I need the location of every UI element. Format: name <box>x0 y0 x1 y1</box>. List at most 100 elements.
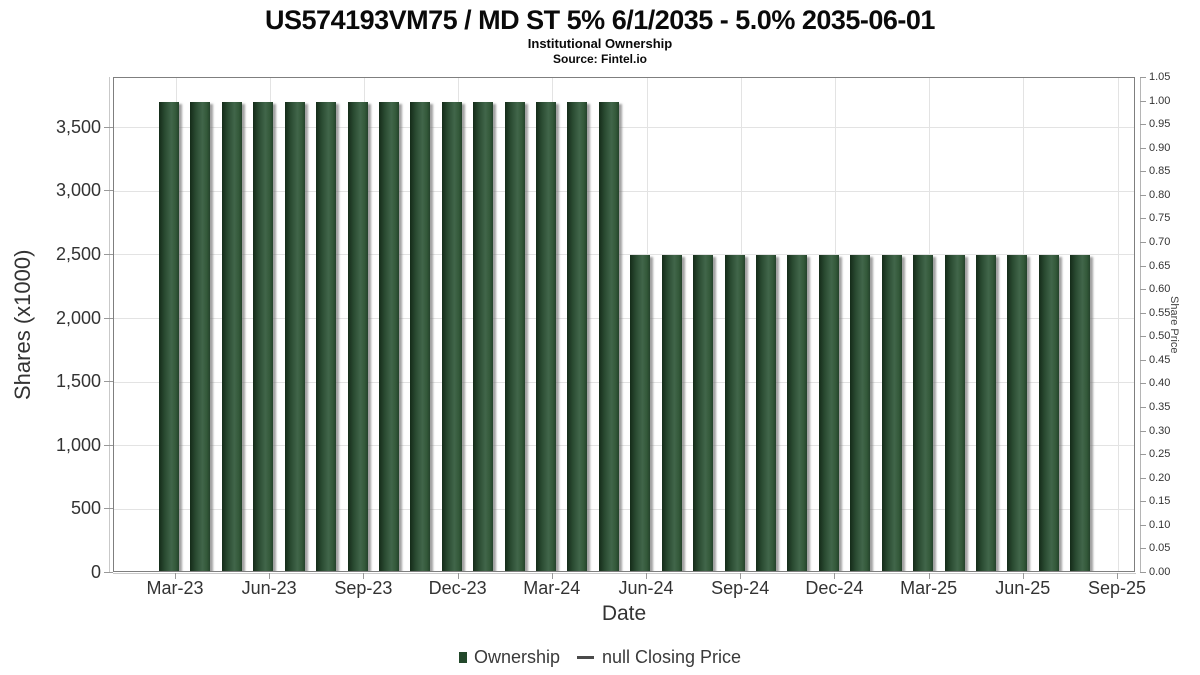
y-left-tick-label: 1,000 <box>55 434 101 455</box>
y-left-tick <box>104 572 113 573</box>
y-right-tick <box>1140 77 1146 78</box>
bar-Dec-24 <box>818 254 839 571</box>
y-right-tick-label: 0.90 <box>1149 141 1171 154</box>
bar-Oct-23 <box>378 102 399 571</box>
y-right-tick-label: 0.75 <box>1149 212 1171 225</box>
x-axis-title: Date <box>601 602 647 625</box>
y-right-tick-label: 0.85 <box>1149 165 1171 178</box>
y-right-tick <box>1140 171 1146 173</box>
bar-Jul-24 <box>661 254 682 571</box>
legend: Ownership null Closing Price <box>0 644 1200 670</box>
y-right-tick-label: 0.20 <box>1149 471 1171 484</box>
x-tick <box>646 573 647 579</box>
bar-Feb-25 <box>881 254 902 571</box>
y-right-tick-label: 0.25 <box>1149 448 1171 461</box>
y-right-tick <box>1140 430 1146 432</box>
y-right-tick-label: 1.05 <box>1149 71 1171 83</box>
x-tick <box>1022 573 1024 579</box>
bar-Jul-25 <box>1038 254 1059 571</box>
y-left-tick-label: 2,500 <box>55 243 101 264</box>
x-tick-label: Sep-24 <box>711 578 770 598</box>
h-gridline <box>114 381 1134 383</box>
h-gridline <box>114 445 1134 447</box>
y-right-tick <box>1140 572 1146 573</box>
y-right-tick <box>1140 407 1146 408</box>
y-left-tick-label: 0 <box>90 562 101 582</box>
y-right-tick-label: 0.70 <box>1149 236 1171 248</box>
y-right-tick <box>1140 124 1146 126</box>
bar-Jun-25 <box>1007 254 1028 571</box>
y-right-tick-label: 0.60 <box>1149 283 1171 296</box>
x-tick <box>1117 573 1118 579</box>
y-right-tick <box>1140 548 1146 550</box>
x-tick-label: Mar-23 <box>146 578 204 598</box>
y-right-tick-label: 0.15 <box>1149 495 1171 508</box>
chart-title: US574193VM75 / MD ST 5% 6/1/2035 - 5.0% … <box>265 5 935 35</box>
y-axis-line-left <box>109 77 110 573</box>
chart-subtitle: Institutional Ownership <box>527 36 673 51</box>
bar-May-24 <box>598 102 619 571</box>
y-right-tick-label: 0.80 <box>1149 188 1171 201</box>
bar-Aug-25 <box>1070 254 1091 571</box>
y-left-tick <box>104 508 113 510</box>
bar-Sep-23 <box>347 102 368 571</box>
y-axis-line-right <box>1140 77 1141 573</box>
y-left-tick <box>104 381 113 383</box>
legend-price-label: null Closing Price <box>601 646 742 667</box>
x-tick <box>457 573 459 579</box>
x-tick <box>175 573 176 579</box>
y-right-tick-label: 0.10 <box>1149 518 1171 531</box>
y-axis-title-right: Share Price <box>1168 295 1180 354</box>
x-tick <box>551 573 553 579</box>
x-tick-label: Jun-23 <box>241 578 297 598</box>
y-right-tick <box>1140 359 1146 361</box>
bar-Aug-24 <box>693 254 714 571</box>
x-tick <box>834 573 836 579</box>
y-left-tick-label: 500 <box>70 498 101 519</box>
y-left-tick <box>104 317 113 319</box>
y-right-tick-label: 0.50 <box>1149 330 1171 343</box>
bar-Jan-24 <box>473 102 494 571</box>
h-gridline <box>114 254 1134 256</box>
x-tick <box>363 573 365 579</box>
y-right-tick-label: 0.00 <box>1149 566 1171 578</box>
x-tick-label: Sep-23 <box>334 578 393 598</box>
legend-ownership-swatch-icon <box>458 651 467 663</box>
y-left-tick <box>104 444 113 446</box>
x-tick-label: Dec-24 <box>805 578 864 598</box>
bar-Nov-24 <box>787 254 808 571</box>
y-right-tick-label: 0.45 <box>1149 353 1171 366</box>
y-right-tick <box>1140 265 1146 267</box>
y-left-tick-label: 2,000 <box>55 307 101 328</box>
y-right-tick <box>1140 218 1146 220</box>
legend-line-marker-icon <box>576 655 594 659</box>
x-tick <box>928 573 930 579</box>
y-right-tick-label: 0.55 <box>1149 306 1171 319</box>
x-tick-label: Jun-25 <box>995 578 1051 598</box>
y-right-tick <box>1140 454 1146 456</box>
h-gridline <box>114 190 1134 192</box>
y-right-tick-label: 0.05 <box>1149 542 1171 555</box>
y-right-tick <box>1140 289 1146 291</box>
y-right-tick-label: 0.95 <box>1149 118 1171 131</box>
plot-area <box>113 77 1135 572</box>
bar-May-25 <box>975 254 996 571</box>
bar-Jun-23 <box>253 102 274 571</box>
y-right-tick <box>1140 194 1146 196</box>
x-tick-label: Mar-24 <box>523 578 581 598</box>
h-gridline <box>114 318 1134 319</box>
bar-Sep-24 <box>724 254 745 571</box>
chart-source: Source: Fintel.io <box>552 52 647 66</box>
y-right-tick <box>1140 312 1146 314</box>
bar-Jul-23 <box>284 102 305 571</box>
h-gridline <box>114 127 1134 129</box>
y-left-tick-label: 1,500 <box>55 371 101 392</box>
x-tick-label: Jun-24 <box>618 578 674 598</box>
x-tick-label: Mar-25 <box>900 578 958 598</box>
y-right-tick <box>1140 336 1146 338</box>
bar-Apr-23 <box>190 102 211 571</box>
bar-Apr-25 <box>944 254 965 571</box>
y-right-tick-label: 0.35 <box>1149 401 1171 413</box>
bar-Feb-24 <box>504 102 525 571</box>
y-left-tick <box>104 126 113 128</box>
